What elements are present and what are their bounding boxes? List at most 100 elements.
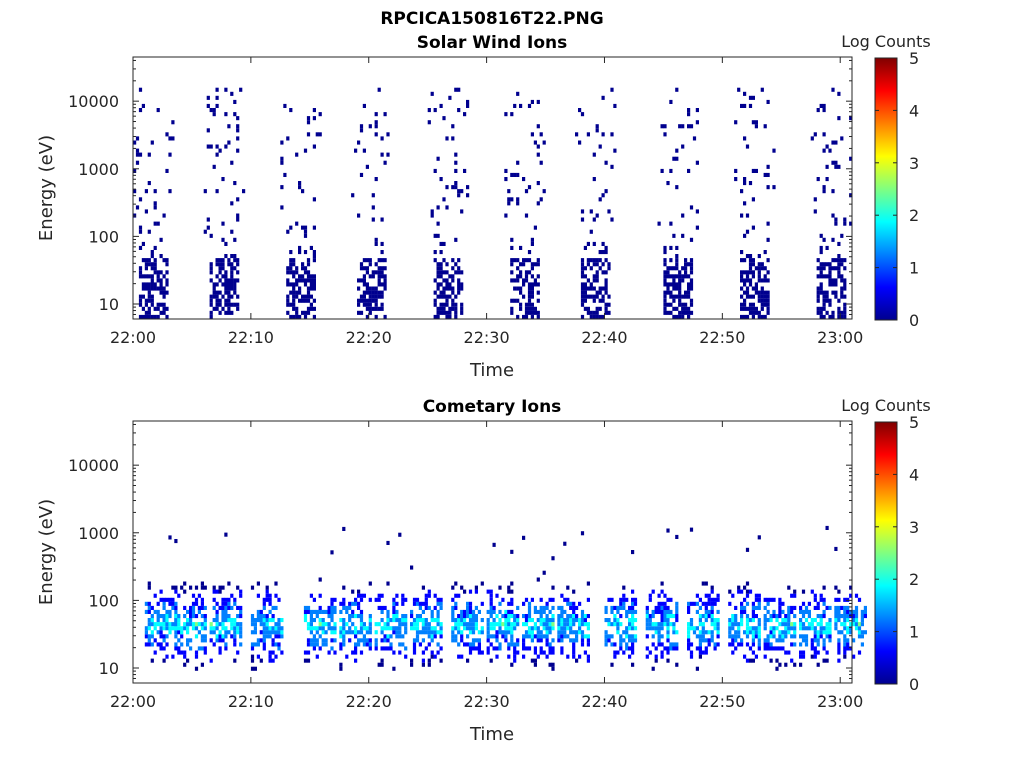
heatmap-cell xyxy=(274,634,278,639)
heatmap-cell xyxy=(186,658,190,663)
heatmap-cell xyxy=(672,306,676,311)
heatmap-cell xyxy=(757,314,761,319)
heatmap-cell xyxy=(633,601,638,606)
heatmap-cell xyxy=(663,258,667,263)
heatmap-cell xyxy=(716,597,720,602)
heatmap-cell xyxy=(743,278,747,283)
heatmap-cell xyxy=(657,605,661,610)
heatmap-cell xyxy=(819,266,823,271)
heatmap-cell xyxy=(457,622,461,627)
heatmap-cell xyxy=(271,658,275,663)
heatmap-cell xyxy=(471,646,476,651)
heatmap-cell xyxy=(631,622,635,627)
heatmap-cell xyxy=(689,266,694,271)
heatmap-cell xyxy=(433,630,437,635)
heatmap-cell xyxy=(566,585,570,590)
heatmap-cell xyxy=(306,290,311,295)
heatmap-cell xyxy=(439,634,443,639)
heatmap-cell xyxy=(457,270,461,275)
heatmap-cell xyxy=(740,189,744,194)
heatmap-cell xyxy=(162,294,166,299)
heatmap-cell xyxy=(354,601,358,606)
heatmap-cell xyxy=(395,614,399,619)
heatmap-cell xyxy=(404,654,408,659)
heatmap-cell xyxy=(740,618,744,623)
heatmap-cell xyxy=(451,306,455,311)
heatmap-cell xyxy=(292,306,296,311)
heatmap-cell xyxy=(698,650,702,655)
heatmap-cell xyxy=(342,597,346,602)
heatmap-cell xyxy=(424,605,428,610)
heatmap-cell xyxy=(303,278,308,283)
heatmap-cell xyxy=(183,614,187,619)
heatmap-cell xyxy=(289,225,293,230)
heatmap-cell xyxy=(233,658,237,663)
heatmap-cell xyxy=(189,622,193,627)
heatmap-cell xyxy=(324,642,328,647)
heatmap-cell xyxy=(678,290,682,295)
heatmap-cell xyxy=(804,618,809,623)
heatmap-cell xyxy=(748,630,753,635)
heatmap-cell xyxy=(695,646,699,651)
heatmap-cell xyxy=(843,618,847,623)
heatmap-cell xyxy=(598,306,602,311)
heatmap-cell xyxy=(457,87,461,92)
heatmap-cell xyxy=(386,540,390,545)
heatmap-cell xyxy=(560,634,564,639)
heatmap-cell xyxy=(545,630,549,635)
heatmap-cell xyxy=(748,266,753,271)
heatmap-cell xyxy=(569,622,573,627)
heatmap-cell xyxy=(607,310,611,315)
heatmap-cell xyxy=(669,622,673,627)
heatmap-cell xyxy=(569,605,573,610)
heatmap-cell xyxy=(330,618,334,623)
heatmap-cell xyxy=(271,614,275,619)
heatmap-cell xyxy=(578,622,582,627)
heatmap-cell xyxy=(628,638,632,643)
heatmap-cell xyxy=(218,585,222,590)
heatmap-cell xyxy=(580,262,585,267)
heatmap-cell xyxy=(572,618,576,623)
heatmap-cell xyxy=(315,614,319,619)
heatmap-cell xyxy=(707,593,711,598)
heatmap-cell xyxy=(159,614,163,619)
heatmap-cell xyxy=(327,614,331,619)
heatmap-cell xyxy=(147,294,151,299)
heatmap-cell xyxy=(504,609,508,614)
heatmap-cell xyxy=(675,156,679,161)
heatmap-cell xyxy=(666,274,670,279)
heatmap-cell xyxy=(751,614,755,619)
heatmap-cell xyxy=(846,618,850,623)
heatmap-cell xyxy=(563,597,567,602)
heatmap-cell xyxy=(825,622,829,627)
heatmap-cell xyxy=(259,658,263,663)
heatmap-cell xyxy=(748,258,753,263)
heatmap-cell xyxy=(277,597,281,602)
heatmap-cell xyxy=(542,618,546,623)
heatmap-cell xyxy=(239,593,243,598)
heatmap-cell xyxy=(203,618,207,623)
heatmap-cell xyxy=(466,185,470,190)
heatmap-cell xyxy=(495,638,499,643)
heatmap-cell xyxy=(613,614,617,619)
heatmap-cell xyxy=(298,185,302,190)
heatmap-cell xyxy=(519,302,523,307)
heatmap-cell xyxy=(530,241,534,246)
heatmap-cell xyxy=(212,108,216,113)
heatmap-cell xyxy=(816,634,820,639)
heatmap-cell xyxy=(342,634,346,639)
heatmap-cell xyxy=(442,290,446,295)
heatmap-cell xyxy=(306,262,311,267)
heatmap-cell xyxy=(631,634,635,639)
heatmap-cell xyxy=(793,634,797,639)
heatmap-cell xyxy=(704,630,708,635)
heatmap-cell xyxy=(318,112,322,117)
heatmap-cell xyxy=(501,634,505,639)
x-tick-label: 23:00 xyxy=(817,692,863,711)
heatmap-cell xyxy=(309,278,313,283)
heatmap-cell xyxy=(436,618,440,623)
heatmap-cell xyxy=(460,614,464,619)
heatmap-cell xyxy=(613,605,617,610)
heatmap-cell xyxy=(828,622,832,627)
heatmap-cell xyxy=(810,589,814,594)
